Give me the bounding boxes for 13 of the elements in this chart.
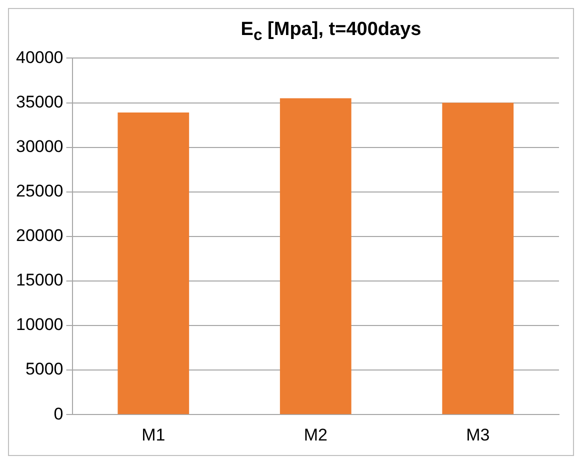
y-tick-label: 10000 [16, 315, 64, 334]
y-tick-label: 25000 [16, 182, 64, 201]
chart-title: E$_{c}$ [Mpa], t=400days [240, 19, 422, 45]
x-tick-label: M3 [466, 425, 490, 444]
y-tick-label: 0 [54, 404, 64, 424]
y-tick-label: 40000 [16, 48, 64, 67]
x-tick-label: M1 [142, 425, 166, 444]
y-tick-label: 20000 [16, 226, 64, 246]
y-tick-label: 35000 [16, 92, 64, 112]
x-tick-label: M2 [304, 425, 328, 444]
y-tick-label: 30000 [16, 136, 64, 156]
y-tick-label: 5000 [25, 360, 64, 379]
y-tick-label: 15000 [16, 270, 64, 290]
